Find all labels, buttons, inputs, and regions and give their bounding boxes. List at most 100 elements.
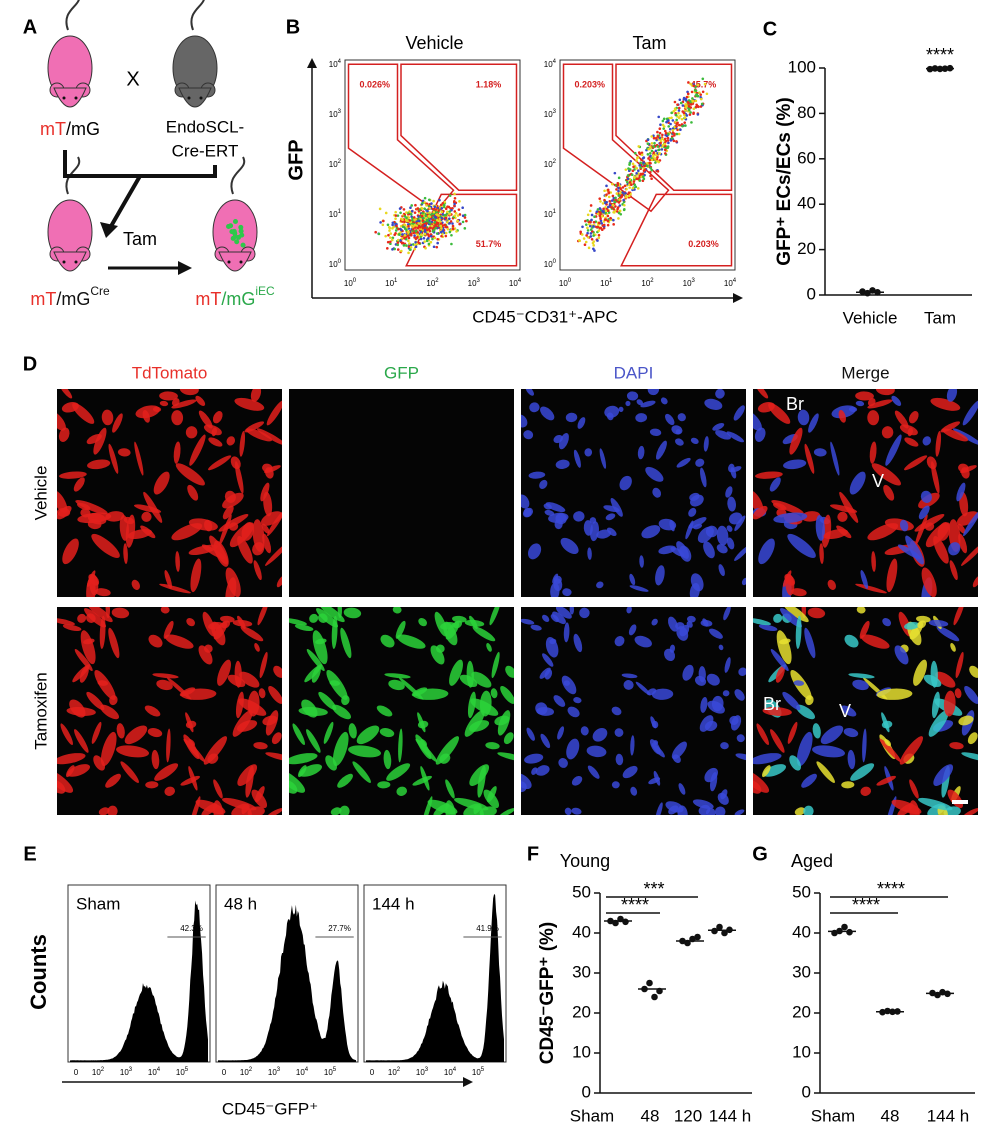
- event-dot: [441, 224, 445, 227]
- gfp-dot: [232, 218, 238, 224]
- tissue-blob: [839, 491, 859, 523]
- tissue-blob: [540, 406, 555, 421]
- event-dot: [654, 136, 658, 140]
- tissue-blob: [247, 690, 260, 717]
- micrograph: [753, 607, 978, 815]
- event-dot: [592, 234, 595, 237]
- tissue-blob: [647, 389, 660, 396]
- tissue-blob: [783, 459, 807, 470]
- y-tick-label: 0: [582, 1082, 591, 1101]
- tissue-blob: [783, 607, 809, 623]
- data-point: [651, 993, 658, 1001]
- event-dot: [649, 174, 652, 178]
- event-dot: [463, 213, 467, 217]
- event-dot: [626, 180, 629, 184]
- event-dot: [448, 210, 452, 213]
- event-dot: [596, 208, 600, 211]
- event-dot: [440, 210, 444, 214]
- tissue-blob: [763, 764, 787, 777]
- event-dot: [612, 223, 615, 226]
- tissue-blob: [433, 803, 450, 815]
- text-part: 10: [472, 1068, 481, 1077]
- mouse-icon: [172, 0, 218, 108]
- event-dot: [631, 186, 635, 190]
- text-part: /mG: [56, 289, 90, 309]
- event-dot: [667, 125, 671, 128]
- tissue-blob: [784, 574, 796, 586]
- plot-frame: [344, 59, 521, 271]
- micrograph: [521, 389, 746, 597]
- tissue-blob: [730, 467, 737, 479]
- event-dot: [409, 206, 412, 210]
- x-tick-label: Vehicle: [843, 308, 898, 327]
- event-dot: [603, 198, 606, 202]
- tissue-blob: [151, 749, 160, 770]
- panel-label: E: [23, 843, 36, 865]
- tissue-blob: [801, 511, 821, 522]
- tissue-blob: [848, 673, 875, 679]
- tissue-blob: [943, 690, 956, 717]
- tissue-blob: [412, 688, 449, 700]
- tissue-blob: [907, 427, 913, 437]
- event-dot: [610, 206, 614, 209]
- tissue-blob: [891, 395, 902, 406]
- tissue-blob: [116, 723, 125, 739]
- tissue-blob: [904, 437, 919, 447]
- tissue-blob: [592, 728, 608, 742]
- event-dot: [453, 204, 456, 208]
- event-dot: [423, 229, 427, 233]
- y-tick-label: 102: [329, 159, 342, 170]
- tissue-blob: [171, 399, 197, 409]
- tissue-blob: [62, 538, 79, 565]
- event-dot: [646, 142, 650, 145]
- event-dot: [670, 137, 674, 140]
- event-dot: [453, 214, 457, 217]
- tissue-blob: [260, 482, 270, 502]
- gfp-dot: [232, 234, 238, 240]
- event-dot: [617, 211, 621, 215]
- tissue-blob: [60, 723, 73, 746]
- micrograph-bg: [521, 389, 746, 597]
- significance-label: ****: [621, 895, 649, 915]
- event-dot: [444, 231, 448, 235]
- event-dot: [401, 218, 404, 222]
- tissue-blob: [380, 634, 395, 648]
- tissue-blob: [185, 426, 198, 439]
- tissue-blob: [571, 807, 582, 815]
- histogram: [70, 900, 208, 1062]
- event-dot: [440, 216, 444, 220]
- tissue-blob: [897, 803, 914, 815]
- tissue-blob: [838, 410, 846, 423]
- tissue-blob: [435, 736, 460, 765]
- event-dot: [675, 140, 678, 143]
- event-dot: [689, 103, 693, 106]
- x-tick-label: 0: [74, 1068, 79, 1077]
- tissue-blob: [808, 413, 819, 433]
- tissue-blob: [734, 515, 746, 532]
- event-dot: [414, 230, 418, 233]
- tissue-blob: [921, 567, 937, 597]
- tissue-blob: [676, 541, 689, 559]
- event-dot: [403, 227, 407, 230]
- tissue-blob: [885, 434, 902, 466]
- tissue-blob: [171, 398, 180, 407]
- tissue-blob: [57, 753, 86, 765]
- panel-label: D: [23, 353, 37, 375]
- tissue-blob: [259, 651, 268, 679]
- event-dot: [663, 137, 667, 141]
- mouse-eye: [239, 260, 243, 264]
- tissue-blob: [813, 448, 827, 457]
- tissue-blob: [972, 575, 978, 588]
- event-dot: [424, 222, 428, 225]
- tissue-blob: [97, 680, 109, 686]
- tissue-blob: [105, 773, 121, 788]
- tissue-blob: [770, 729, 785, 753]
- tissue-blob: [212, 411, 223, 424]
- event-dot: [642, 169, 646, 173]
- tissue-blob: [220, 615, 235, 623]
- tissue-blob: [86, 691, 105, 711]
- tissue-blob: [563, 680, 570, 686]
- event-dot: [630, 173, 634, 177]
- tissue-blob: [386, 763, 411, 781]
- event-dot: [666, 136, 670, 140]
